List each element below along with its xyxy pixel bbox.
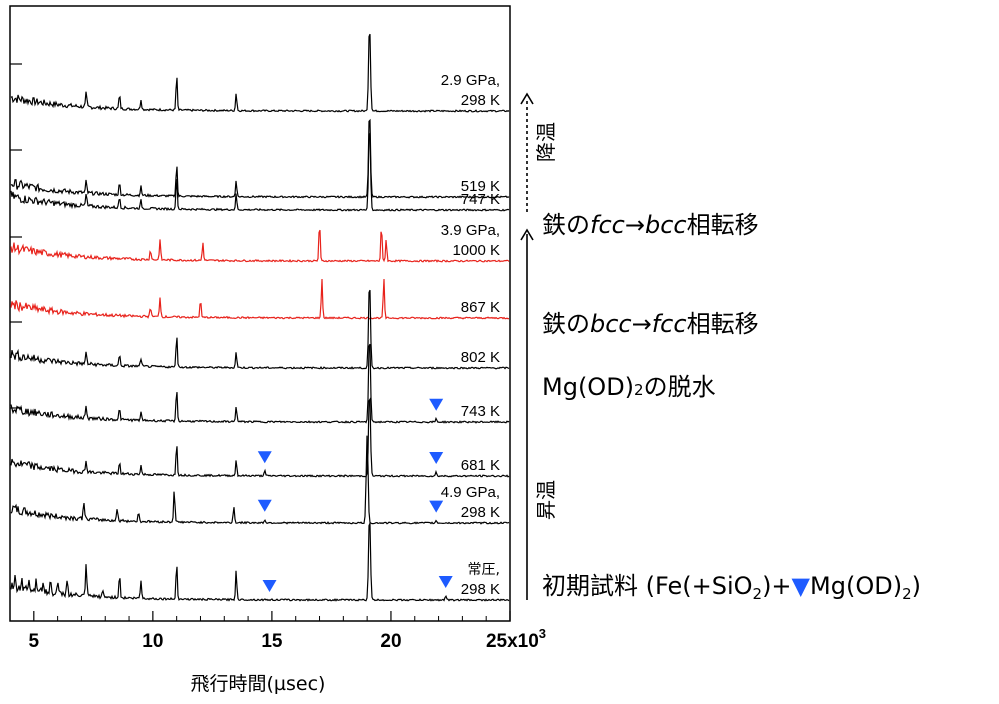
mgod2-marker (262, 580, 277, 592)
annotation-initial-sample: 初期試料 (Fe(+SiO2)+▼Mg(OD)2) (542, 572, 921, 603)
x-tick-label: 5 (29, 631, 40, 652)
trace-label: 743 K (461, 403, 500, 420)
trace-4 (10, 278, 510, 320)
trace-label: 298 K (461, 92, 500, 109)
plot-frame (9, 5, 511, 622)
trace-label: 519 K (461, 178, 500, 195)
trace-0 (10, 33, 510, 113)
annotation-bcc-to-fcc: 鉄のbcc→fcc相転移 (542, 310, 759, 338)
trace-label: 3.9 GPa, (441, 222, 500, 239)
trace-label: 298 K (461, 504, 500, 521)
x-tick-label: 25x103 (486, 626, 546, 652)
trace-2 (10, 132, 510, 212)
trace-5 (10, 289, 510, 370)
trace-9 (10, 522, 510, 602)
mgod2-marker (429, 500, 444, 513)
trace-label: 747 K (461, 191, 500, 208)
mgod2-marker (438, 576, 453, 588)
traces (10, 33, 510, 602)
trace-8 (10, 435, 510, 525)
mgod2-marker (257, 451, 272, 464)
trace-7 (10, 397, 510, 478)
x-tick-label: 20 (380, 631, 401, 652)
trace-1 (10, 118, 510, 199)
x-tick-label: 10 (142, 631, 163, 652)
trace-label: 常圧, (468, 562, 500, 578)
legend-marker-icon: ▼ (792, 572, 811, 600)
annotation-dehydration: Mg(OD)2の脱水 (542, 373, 716, 401)
trace-3 (10, 229, 510, 263)
trace-6 (10, 343, 510, 424)
trace-label: 681 K (461, 457, 500, 474)
x-axis-title: 飛行時間(µsec) (191, 673, 326, 695)
trace-label: 2.9 GPa, (441, 72, 500, 89)
cooling-arrow (520, 92, 534, 212)
annotation-fcc-to-bcc: 鉄のfcc→bcc相転移 (542, 211, 759, 239)
mgod2-marker (429, 398, 444, 411)
trace-label: 867 K (461, 299, 500, 316)
trace-label: 1000 K (452, 242, 500, 259)
heating-arrow (520, 228, 534, 600)
mgod2-marker (257, 499, 272, 512)
x-axis: 5 10 15 20 25x103 (29, 611, 546, 652)
x-tick-label: 15 (261, 631, 283, 652)
trace-label: 4.9 GPa, (441, 484, 500, 501)
trace-label: 298 K (461, 581, 500, 598)
cooling-label: 降温 (534, 122, 558, 162)
mgod2-marker (429, 452, 444, 464)
heating-label: 昇温 (534, 480, 558, 520)
trace-label: 802 K (461, 349, 500, 366)
